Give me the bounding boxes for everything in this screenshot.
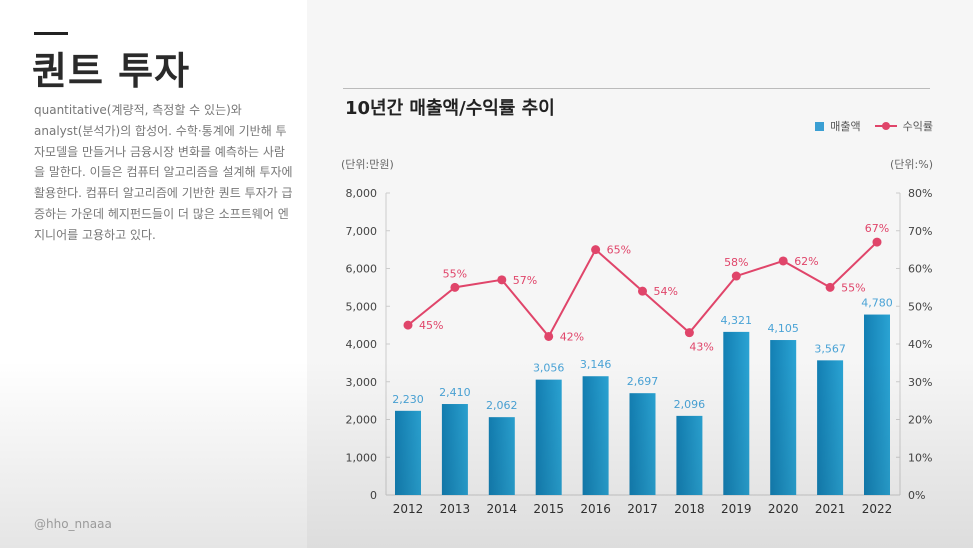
line-point bbox=[638, 286, 647, 296]
left-tick-label: 7,000 bbox=[346, 225, 378, 238]
left-tick-label: 5,000 bbox=[346, 300, 378, 313]
left-tick-label: 4,000 bbox=[346, 338, 378, 351]
x-tick-label: 2017 bbox=[627, 502, 658, 516]
x-tick-label: 2016 bbox=[580, 502, 611, 516]
line-value-label: 42% bbox=[560, 330, 584, 343]
x-tick-label: 2012 bbox=[393, 502, 424, 516]
x-tick-label: 2015 bbox=[533, 502, 564, 516]
line-value-label: 45% bbox=[419, 319, 443, 332]
line-value-label: 43% bbox=[689, 341, 713, 354]
legend-line-swatch bbox=[874, 122, 897, 130]
right-tick-label: 30% bbox=[908, 376, 932, 389]
line-value-label: 65% bbox=[607, 244, 631, 257]
bar bbox=[817, 360, 844, 495]
legend-line-label: 수익률 bbox=[902, 120, 933, 133]
x-tick-label: 2021 bbox=[815, 502, 846, 516]
left-tick-label: 1,000 bbox=[346, 451, 378, 464]
chart-title: 10년간 매출액/수익률 추이 bbox=[345, 98, 555, 119]
line-point bbox=[684, 328, 694, 338]
line-point bbox=[450, 282, 460, 292]
bar-value-label: 2,096 bbox=[674, 398, 706, 411]
bar bbox=[535, 379, 562, 495]
line-point bbox=[825, 282, 835, 292]
line-value-label: 67% bbox=[865, 222, 889, 235]
bar-value-label: 3,567 bbox=[814, 342, 846, 355]
line-value-label: 57% bbox=[513, 274, 537, 287]
author-handle: @hho_nnaaa bbox=[34, 517, 112, 531]
x-tick-label: 2013 bbox=[440, 502, 471, 516]
left-tick-label: 3,000 bbox=[346, 376, 378, 389]
right-tick-label: 80% bbox=[908, 187, 932, 200]
divider bbox=[343, 88, 930, 89]
right-tick-label: 10% bbox=[908, 451, 932, 464]
title-accent-bar bbox=[34, 32, 68, 35]
description: quantitative(계량적, 측정할 수 있는)와 analyst(분석가… bbox=[34, 103, 293, 242]
right-tick-label: 60% bbox=[908, 263, 932, 276]
bar-value-label: 4,780 bbox=[861, 297, 893, 310]
bar bbox=[770, 340, 797, 495]
line-point bbox=[591, 245, 601, 255]
line-point bbox=[544, 331, 554, 341]
bar bbox=[629, 393, 656, 495]
bar-value-label: 3,056 bbox=[533, 362, 565, 375]
line-value-label: 58% bbox=[724, 256, 748, 269]
left-axis-unit: (단위:만원) bbox=[341, 158, 394, 171]
x-tick-label: 2020 bbox=[768, 502, 799, 516]
bar bbox=[864, 314, 890, 495]
left-tick-label: 8,000 bbox=[346, 187, 378, 200]
bar-value-label: 4,321 bbox=[721, 314, 753, 327]
line-point bbox=[872, 237, 882, 247]
legend: 매출액 수익률 bbox=[815, 118, 933, 134]
right-axis-unit: (단위:%) bbox=[890, 158, 933, 171]
bar-value-label: 4,105 bbox=[767, 322, 799, 335]
bar-value-label: 2,410 bbox=[439, 386, 471, 399]
bar bbox=[676, 415, 703, 495]
line-value-label: 55% bbox=[443, 267, 467, 280]
left-tick-label: 0 bbox=[370, 489, 377, 502]
line-point bbox=[778, 256, 788, 266]
bar bbox=[723, 331, 750, 495]
bar bbox=[395, 410, 421, 495]
bar-value-label: 2,230 bbox=[392, 393, 424, 406]
x-tick-label: 2014 bbox=[487, 502, 518, 516]
bar-value-label: 2,062 bbox=[486, 399, 518, 412]
bar bbox=[488, 417, 515, 495]
x-tick-label: 2018 bbox=[674, 502, 705, 516]
line-value-label: 62% bbox=[794, 255, 818, 268]
right-tick-label: 40% bbox=[908, 338, 932, 351]
bar bbox=[582, 376, 609, 495]
right-tick-label: 70% bbox=[908, 225, 932, 238]
x-tick-label: 2022 bbox=[862, 502, 893, 516]
bar-value-label: 3,146 bbox=[580, 358, 612, 371]
line-point bbox=[403, 320, 413, 330]
line-value-label: 55% bbox=[841, 281, 865, 294]
left-tick-label: 6,000 bbox=[346, 263, 378, 276]
right-tick-label: 0% bbox=[908, 489, 925, 502]
page-title: 퀀트 투자 bbox=[32, 49, 191, 93]
left-panel bbox=[0, 0, 307, 548]
bar-value-label: 2,697 bbox=[627, 375, 659, 388]
left-tick-label: 2,000 bbox=[346, 414, 378, 427]
right-tick-label: 50% bbox=[908, 300, 932, 313]
bar bbox=[441, 404, 468, 495]
line-point bbox=[497, 275, 507, 285]
line-point bbox=[731, 271, 741, 281]
x-tick-label: 2019 bbox=[721, 502, 752, 516]
legend-bar-swatch bbox=[815, 121, 825, 131]
legend-bar-label: 매출액 bbox=[830, 120, 861, 133]
right-tick-label: 20% bbox=[908, 414, 932, 427]
line-value-label: 54% bbox=[654, 285, 678, 298]
